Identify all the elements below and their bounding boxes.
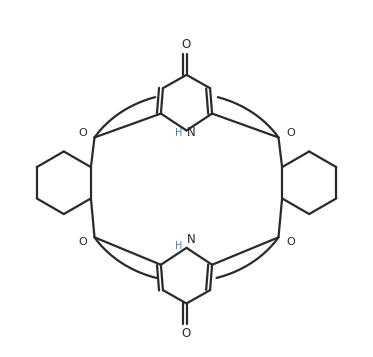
- Text: H: H: [175, 127, 182, 138]
- Text: H: H: [175, 241, 182, 251]
- Text: O: O: [78, 128, 87, 138]
- Text: O: O: [286, 128, 295, 138]
- Text: N: N: [187, 233, 196, 246]
- Text: O: O: [182, 327, 191, 340]
- Text: O: O: [286, 237, 295, 247]
- Text: O: O: [182, 38, 191, 51]
- Text: O: O: [78, 237, 87, 247]
- Text: N: N: [187, 126, 196, 139]
